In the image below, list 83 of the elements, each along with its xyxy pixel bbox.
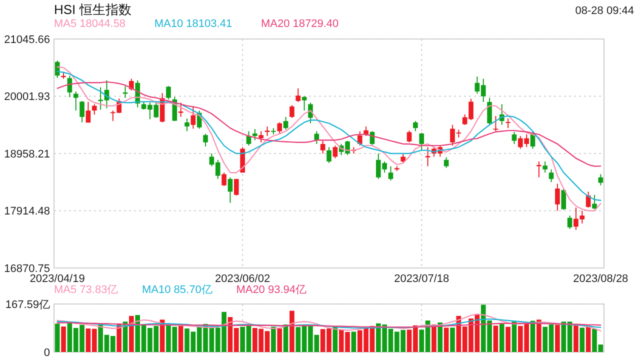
bar: [506, 326, 510, 352]
bar: [499, 324, 504, 352]
text: MA10 18103.41: [154, 18, 232, 30]
candlestick: [506, 118, 510, 129]
candlestick: [190, 106, 196, 130]
candlestick: [425, 146, 430, 167]
bar: [493, 326, 498, 352]
bar: [61, 326, 66, 352]
bar: [586, 326, 591, 352]
line-series: [56, 314, 602, 332]
bar: [277, 328, 282, 352]
candlestick: [252, 128, 258, 141]
bar: [580, 328, 585, 352]
candlestick: [487, 97, 492, 126]
candlestick: [264, 126, 270, 137]
candlestick: [258, 130, 264, 143]
candlestick: [326, 146, 332, 164]
y-tick-label: 167.59亿: [5, 298, 50, 311]
y-tick-label: 18958.21: [4, 148, 50, 160]
candlestick: [86, 101, 91, 124]
candlestick: [598, 174, 604, 186]
candlestick: [320, 140, 326, 154]
candlestick: [234, 178, 239, 196]
text: MA10 85.70亿: [142, 284, 212, 296]
bar: [444, 328, 449, 352]
candlestick: [493, 115, 498, 132]
candlestick: [283, 116, 288, 130]
candlestick: [222, 172, 226, 186]
candlestick: [203, 133, 208, 147]
candlestick: [592, 194, 597, 210]
bar: [450, 328, 455, 352]
bar: [271, 326, 276, 352]
bar: [438, 322, 443, 352]
text: MA5 18044.58: [54, 18, 126, 30]
text: 08-28 09:44: [575, 5, 634, 17]
y-tick-label: 17914.48: [4, 206, 50, 218]
y-tick-label: 0: [44, 346, 50, 359]
candlestick: [555, 183, 560, 212]
candlestick: [92, 104, 97, 116]
bar: [178, 326, 184, 352]
y-tick-label: 20001.93: [4, 91, 50, 104]
candlestick: [561, 188, 566, 210]
candlestick: [332, 145, 338, 159]
candlestick: [184, 118, 190, 132]
candlestick: [406, 130, 412, 143]
bar: [54, 324, 60, 352]
candlestick: [314, 130, 320, 144]
x-tick-label: 2023/04/19: [30, 273, 85, 285]
candlestick: [277, 122, 282, 135]
bar: [129, 316, 134, 352]
candlestick: [73, 90, 78, 112]
bar: [574, 325, 578, 352]
x-tick-label: 2023/08/28: [573, 273, 628, 285]
candlestick: [178, 102, 184, 118]
text: MA20 93.94亿: [236, 284, 307, 296]
candlestick: [388, 166, 394, 182]
candlestick: [512, 131, 517, 144]
candlestick: [80, 100, 84, 123]
candlestick: [228, 176, 233, 204]
bar: [432, 324, 436, 352]
y-tick-label: 16870.75: [4, 262, 50, 275]
candlestick: [419, 132, 424, 151]
text: MA5 73.83亿: [54, 284, 118, 296]
y-tick-label: 21045.66: [4, 34, 50, 46]
candlestick: [296, 88, 301, 102]
candlestick: [357, 130, 362, 146]
bar: [555, 324, 560, 352]
bar: [290, 310, 294, 352]
candlestick: [290, 104, 294, 118]
x-tick-label: 2023/06/02: [215, 273, 270, 285]
candlestick: [308, 102, 313, 124]
candlestick: [548, 168, 554, 183]
candlestick: [542, 160, 548, 174]
candlestick: [413, 120, 418, 132]
candlestick: [166, 86, 171, 100]
bar: [536, 320, 542, 352]
text: MA20 18729.40: [261, 18, 339, 30]
chart-title: HSI 恒生指数: [54, 2, 132, 17]
candlestick: [567, 215, 572, 230]
line-series: [56, 318, 602, 329]
x-tick-label: 2023/07/18: [394, 273, 450, 285]
bar: [351, 332, 356, 352]
candlestick: [302, 96, 307, 112]
